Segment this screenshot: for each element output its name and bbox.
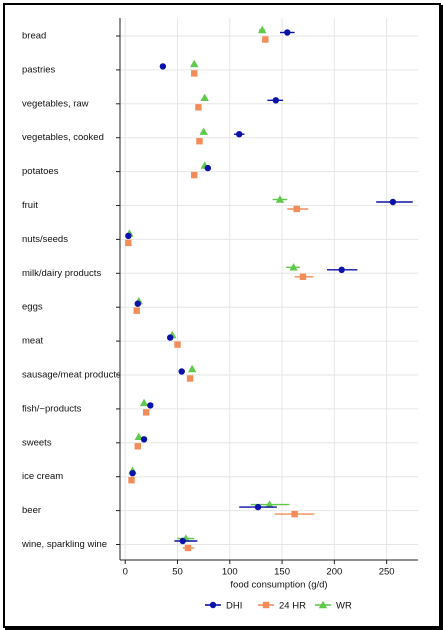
category-label: vegetables, cooked (22, 132, 104, 143)
legend-marker (209, 601, 217, 609)
category-label: meat (22, 336, 43, 347)
point-wr (258, 25, 267, 34)
legend-marker (262, 601, 270, 609)
legend-label: WR (336, 601, 352, 612)
x-axis-title: food consumption (g/d) (230, 580, 327, 591)
point-dhi (338, 266, 345, 273)
category-label: beer (22, 505, 41, 516)
point-wr (275, 195, 285, 203)
point-24hr (125, 239, 132, 247)
x-tick-label: 250 (379, 567, 395, 578)
point-wr (134, 432, 144, 440)
point-dhi (166, 334, 174, 341)
point-dhi (178, 368, 185, 375)
x-tick-label: 150 (274, 567, 290, 578)
category-label: eggs (22, 302, 43, 313)
point-dhi (272, 97, 279, 104)
point-24hr (133, 307, 140, 314)
x-tick-label: 200 (326, 567, 342, 578)
point-dhi (204, 164, 212, 172)
point-dhi (134, 300, 141, 307)
point-wr (190, 59, 199, 68)
category-label: potatoes (22, 166, 59, 177)
point-24hr (196, 138, 203, 145)
category-label: sausage/meat products (22, 370, 121, 381)
point-24hr (299, 273, 307, 280)
legend-marker (318, 600, 328, 609)
category-label: bread (22, 31, 46, 42)
point-dhi (236, 131, 243, 138)
category-label: pastries (22, 64, 56, 75)
point-wr (265, 500, 274, 508)
point-dhi (254, 503, 262, 511)
legend-label: 24 HR (279, 601, 306, 612)
category-label: fruit (22, 200, 38, 211)
point-wr (139, 398, 149, 407)
category-label: sweets (22, 437, 52, 448)
point-wr (187, 364, 197, 373)
point-24hr (184, 544, 192, 552)
legend-label: DHI (226, 601, 242, 612)
point-wr (200, 93, 209, 101)
point-dhi (159, 63, 167, 70)
category-label: milk/dairy products (22, 268, 101, 279)
point-24hr (134, 443, 141, 450)
point-dhi (147, 402, 154, 409)
x-tick-label: 50 (172, 567, 183, 578)
category-label: fish/~products (22, 403, 82, 414)
point-dhi (284, 29, 291, 36)
x-tick-label: 100 (222, 567, 238, 578)
point-24hr (195, 104, 202, 111)
point-24hr (191, 171, 198, 179)
category-label: nuts/seeds (22, 234, 68, 245)
category-label: wine, sparkling wine (21, 539, 107, 550)
point-24hr (174, 341, 181, 348)
point-24hr (262, 36, 269, 43)
point-dhi (389, 198, 397, 206)
point-24hr (191, 70, 198, 77)
point-dhi (140, 436, 148, 443)
plot-area (120, 18, 418, 560)
point-24hr (186, 375, 194, 382)
point-dhi (129, 470, 136, 477)
point-wr (199, 127, 208, 135)
point-24hr (293, 205, 300, 213)
category-label: ice cream (22, 471, 63, 482)
point-24hr (291, 510, 298, 518)
point-24hr (142, 409, 150, 416)
point-24hr (128, 477, 135, 484)
point-dhi (125, 232, 132, 240)
point-dhi (179, 537, 186, 545)
point-wr (289, 263, 298, 271)
category-label: vegetables, raw (22, 98, 89, 109)
x-tick-label: 0 (123, 567, 128, 578)
